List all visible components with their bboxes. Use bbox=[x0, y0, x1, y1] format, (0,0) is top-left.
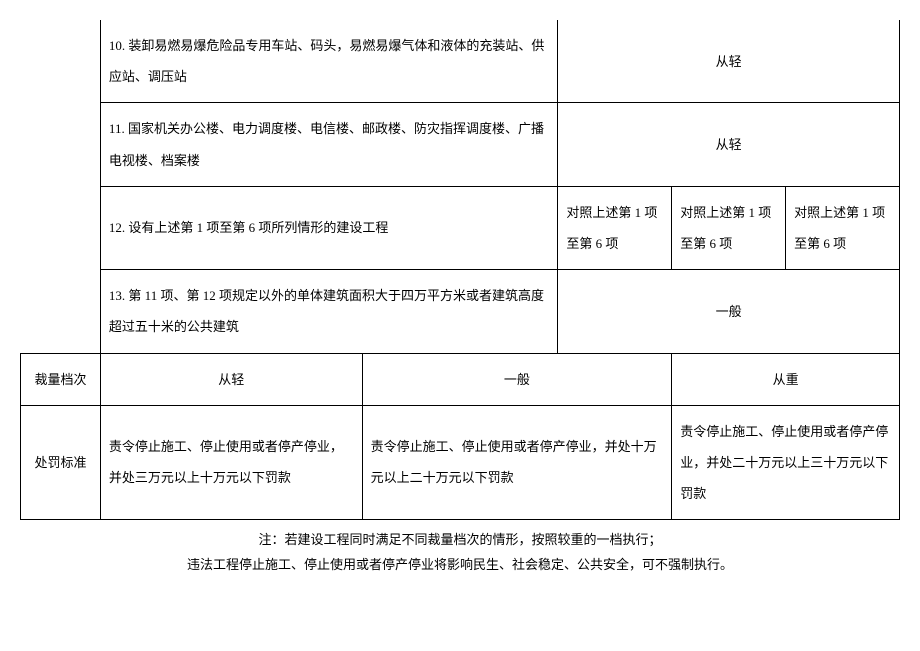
row-value: 对照上述第 1 项至第 6 项 bbox=[786, 186, 900, 269]
level-label: 裁量档次 bbox=[21, 353, 101, 405]
level-row: 裁量档次 从轻 一般 从重 bbox=[21, 353, 900, 405]
table-row: 11. 国家机关办公楼、电力调度楼、电信楼、邮政楼、防灾指挥调度楼、广播电视楼、… bbox=[21, 103, 900, 186]
table-row: 10. 装卸易燃易爆危险品专用车站、码头，易燃易爆气体和液体的充装站、供应站、调… bbox=[21, 20, 900, 103]
footnote: 注：若建设工程同时满足不同裁量档次的情形，按照较重的一档执行； 违法工程停止施工… bbox=[20, 528, 900, 577]
row-desc: 11. 国家机关办公楼、电力调度楼、电信楼、邮政楼、防灾指挥调度楼、广播电视楼、… bbox=[100, 103, 557, 186]
row-value: 对照上述第 1 项至第 6 项 bbox=[558, 186, 672, 269]
level-normal: 一般 bbox=[362, 353, 672, 405]
row-desc: 12. 设有上述第 1 项至第 6 项所列情形的建设工程 bbox=[100, 186, 557, 269]
row-value: 从轻 bbox=[558, 20, 900, 103]
penalty-table: 10. 装卸易燃易爆危险品专用车站、码头，易燃易爆气体和液体的充装站、供应站、调… bbox=[20, 20, 900, 520]
footnote-line: 违法工程停止施工、停止使用或者停产停业将影响民生、社会稳定、公共安全，可不强制执… bbox=[20, 553, 900, 578]
row-value: 对照上述第 1 项至第 6 项 bbox=[672, 186, 786, 269]
row-value: 从轻 bbox=[558, 103, 900, 186]
table-row: 12. 设有上述第 1 项至第 6 项所列情形的建设工程 对照上述第 1 项至第… bbox=[21, 186, 900, 269]
row-desc: 10. 装卸易燃易爆危险品专用车站、码头，易燃易爆气体和液体的充装站、供应站、调… bbox=[100, 20, 557, 103]
level-light: 从轻 bbox=[100, 353, 362, 405]
row-value: 一般 bbox=[558, 270, 900, 353]
penalty-light: 责令停止施工、停止使用或者停产停业，并处三万元以上十万元以下罚款 bbox=[100, 405, 362, 520]
table-row: 13. 第 11 项、第 12 项规定以外的单体建筑面积大于四万平方米或者建筑高… bbox=[21, 270, 900, 353]
footnote-line: 注：若建设工程同时满足不同裁量档次的情形，按照较重的一档执行； bbox=[20, 528, 900, 553]
penalty-normal: 责令停止施工、停止使用或者停产停业，并处十万元以上二十万元以下罚款 bbox=[362, 405, 672, 520]
row-desc: 13. 第 11 项、第 12 项规定以外的单体建筑面积大于四万平方米或者建筑高… bbox=[100, 270, 557, 353]
penalty-label: 处罚标准 bbox=[21, 405, 101, 520]
level-heavy: 从重 bbox=[672, 353, 900, 405]
penalty-heavy: 责令停止施工、停止使用或者停产停业，并处二十万元以上三十万元以下罚款 bbox=[672, 405, 900, 520]
penalty-row: 处罚标准 责令停止施工、停止使用或者停产停业，并处三万元以上十万元以下罚款 责令… bbox=[21, 405, 900, 520]
